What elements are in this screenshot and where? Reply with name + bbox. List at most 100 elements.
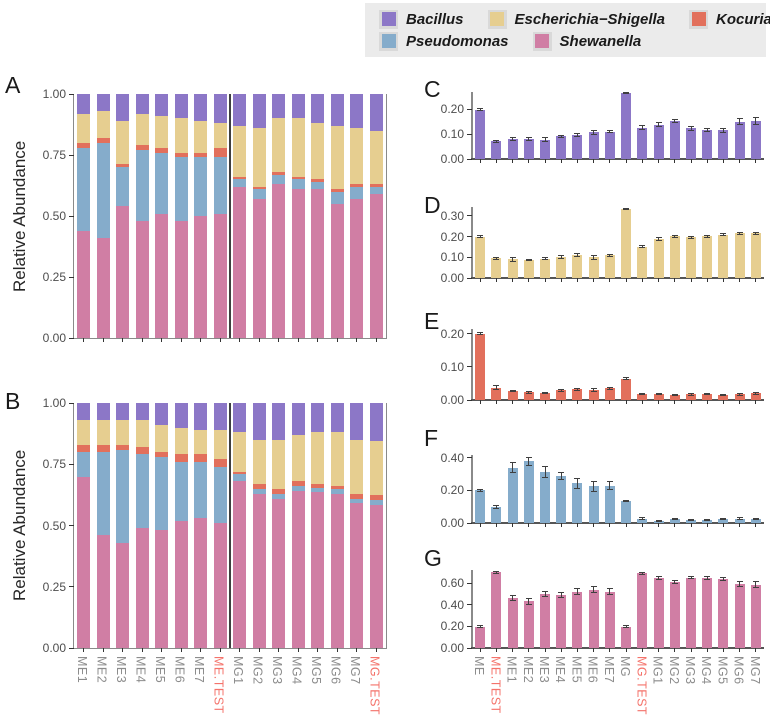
y-tick-label: 1.00	[42, 87, 66, 101]
bar-segment-B-MG3-Shewanella	[272, 498, 286, 648]
y-tick-label: 0.00	[42, 641, 66, 655]
x-tick-mark	[641, 648, 643, 652]
bar-segment-A-MG1-Pseudomonas	[233, 179, 247, 187]
error-bar-line	[739, 118, 741, 125]
bar-segment-A-ME1-Pseudomonas	[77, 147, 91, 231]
bar-segment-B-ME5-Escherichia−Shigella	[155, 425, 169, 452]
error-bar-cap-top	[688, 125, 694, 127]
bar-segment-B-MG5-Shewanella	[311, 492, 325, 648]
error-bar-cap-top	[574, 253, 581, 255]
bar-segment-A-ME2-Pseudomonas	[96, 142, 110, 238]
x-tick-mark	[278, 648, 280, 652]
error-bar-cap-top	[590, 481, 597, 483]
bar-segment-A-MG3-Shewanella	[272, 184, 286, 338]
error-bar-cap-bottom	[525, 260, 532, 262]
error-bar-cap-top	[542, 257, 548, 259]
bar-segment-A-ME6-Shewanella	[174, 220, 188, 338]
error-bar-line	[576, 133, 578, 137]
error-bar-cap-top	[477, 108, 484, 110]
bar-C-ME5	[572, 135, 583, 159]
error-bar-line	[690, 126, 692, 131]
x-axis-label-ME5: ME5	[569, 656, 584, 684]
error-bar-line	[722, 394, 724, 396]
bar-segment-A-ME4-Bacillus	[135, 94, 149, 114]
bar-segment-A-ME.TEST-Kocuria	[213, 147, 227, 158]
x-axis-label-MG2: MG2	[250, 656, 265, 685]
bar-chart-pseudomonas: 0.00 0.20 0.40	[441, 451, 764, 530]
x-tick-mark	[479, 523, 481, 527]
bar-F-ME6	[588, 486, 599, 523]
error-bar-cap-top	[688, 575, 694, 577]
error-bar-line	[625, 92, 627, 94]
error-bar-cap-bottom	[558, 390, 565, 392]
error-bar-cap-top	[623, 499, 630, 501]
error-bar-cap-top	[509, 594, 516, 596]
bar-E-MG6	[734, 394, 745, 400]
error-bar-cap-bottom	[525, 603, 532, 605]
error-bar-cap-bottom	[736, 234, 743, 236]
x-tick-mark	[495, 159, 497, 163]
x-tick-mark	[706, 523, 708, 527]
bar-G-ME	[475, 626, 486, 648]
x-tick-mark	[739, 159, 741, 163]
error-bar-line	[528, 259, 530, 261]
x-tick-mark	[528, 159, 530, 163]
x-axis-label-MG3: MG3	[683, 656, 697, 685]
error-bar-cap-top	[493, 504, 500, 506]
error-bar-cap-top	[688, 519, 694, 521]
legend-item-shewanella: Shewanella	[532, 31, 641, 51]
error-bar-cap-top	[736, 517, 743, 519]
error-bar-cap-bottom	[493, 507, 500, 509]
bar-F-ME2	[523, 461, 534, 523]
bar-segment-B-MG5-Kocuria	[311, 483, 325, 488]
bar-segment-B-MG.TEST-Pseudomonas	[369, 499, 383, 505]
bar-G-ME4	[556, 594, 567, 648]
bar-segment-B-ME7-Escherichia−Shigella	[194, 429, 208, 455]
error-bar-cap-bottom	[655, 579, 662, 581]
bar-segment-A-MG6-Pseudomonas	[330, 191, 344, 204]
kocuria-color-swatch	[691, 12, 706, 26]
error-bar-cap-top	[639, 125, 646, 127]
x-tick-mark	[495, 400, 497, 404]
bar-segment-B-MG6-Bacillus	[330, 403, 344, 433]
error-bar-line	[560, 389, 562, 392]
panel-label-g: G	[424, 545, 442, 571]
bar-D-MG1	[653, 238, 664, 278]
error-bar-cap-bottom	[525, 464, 532, 466]
x-axis-line	[471, 158, 764, 160]
error-bar-line	[722, 233, 724, 236]
bar-segment-B-MG6-Escherichia−Shigella	[330, 432, 344, 487]
error-bar-cap-top	[623, 207, 630, 209]
x-tick-mark	[658, 400, 660, 404]
error-bar-cap-bottom	[477, 627, 484, 629]
stacked-bar-chart-a: 1.00 0.75 0.50 0.25 0.00	[43, 87, 387, 345]
error-bar-cap-bottom	[752, 519, 759, 521]
error-bar-cap-top	[736, 393, 743, 395]
error-bar-cap-top	[688, 235, 694, 237]
bar-segment-A-MG3-Kocuria	[272, 172, 286, 175]
error-bar-cap-bottom	[688, 578, 694, 580]
error-bar-cap-bottom	[736, 124, 743, 126]
x-tick-mark	[141, 648, 143, 652]
x-tick-mark	[219, 338, 221, 342]
error-bar-cap-top	[623, 625, 630, 627]
bar-segment-A-ME5-Escherichia−Shigella	[155, 115, 169, 148]
y-tick-mark	[467, 108, 472, 110]
error-bar-cap-bottom	[623, 93, 630, 94]
bar-E-ME3	[540, 392, 550, 400]
error-bar-cap-bottom	[590, 133, 597, 135]
bar-F-MG7	[750, 519, 761, 523]
error-bar-line	[528, 391, 530, 394]
error-bar-line	[609, 588, 611, 595]
error-bar-line	[495, 571, 497, 574]
error-bar-cap-bottom	[671, 583, 678, 585]
x-axis-label-MG6: MG6	[328, 656, 343, 685]
bar-C-MG5	[718, 130, 729, 159]
bar-segment-A-ME7-Kocuria	[194, 152, 208, 158]
bar-segment-B-MG4-Escherichia−Shigella	[291, 434, 305, 482]
bar-segment-A-MG3-Pseudomonas	[272, 174, 286, 185]
error-bar-cap-bottom	[542, 140, 548, 142]
error-bar-line	[658, 237, 660, 241]
error-bar-cap-bottom	[558, 136, 565, 138]
bar-segment-B-ME.TEST-Kocuria	[213, 459, 227, 467]
